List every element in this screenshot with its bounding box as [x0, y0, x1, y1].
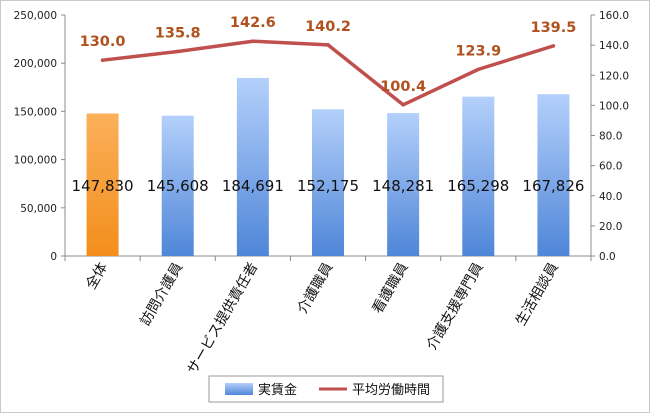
y-right-tick-label: 20.0 — [599, 221, 622, 233]
bar — [462, 96, 495, 256]
bar-data-label: 167,826 — [522, 177, 584, 195]
y-right-tick-label: 140.0 — [599, 40, 629, 52]
line-point — [476, 67, 481, 72]
line-data-label: 123.9 — [455, 43, 501, 59]
bar — [161, 115, 194, 257]
legend: 実賃金 平均労働時間 — [208, 375, 444, 403]
bar-data-label: 152,175 — [297, 177, 359, 195]
y-right-tick-label: 120.0 — [599, 70, 629, 82]
bar-data-label: 145,608 — [147, 177, 209, 195]
y-left-tick-label: 0 — [50, 251, 57, 263]
line-data-label: 142.6 — [230, 15, 276, 31]
line-point — [326, 43, 330, 47]
bar-labels-layer: 147,830 145,608 184,691 152,175 148,281 165,2… — [72, 177, 585, 195]
y-left-tick-label: 100,000 — [14, 155, 57, 167]
y-left-tick-label: 150,000 — [14, 106, 57, 118]
line-point — [251, 39, 255, 44]
legend-bar-swatch — [225, 383, 253, 395]
line-data-label: 135.8 — [155, 25, 201, 41]
y-right-tick-label: 40.0 — [599, 191, 622, 203]
y-right-tick-label: 160.0 — [599, 10, 629, 22]
bar-data-label: 165,298 — [447, 177, 509, 195]
line-layer — [100, 39, 556, 107]
line-data-label: 140.2 — [305, 19, 351, 35]
x-tick-label: 訪問介護員 — [137, 260, 186, 329]
bar-data-label: 147,830 — [72, 177, 134, 195]
y-left-tick-label: 200,000 — [14, 58, 57, 70]
bar — [387, 113, 420, 256]
line-data-label: 130.0 — [80, 34, 126, 50]
axes-layer: 0 50,000 100,000 150,000 200,000 250,000 0.0 20… — [14, 10, 629, 263]
x-tick-label: 看護職員 — [370, 260, 412, 316]
y-left-tick-label: 250,000 — [14, 10, 57, 22]
bar-data-label: 184,691 — [222, 177, 284, 195]
line-data-label: 100.4 — [380, 79, 426, 95]
line-point — [100, 58, 105, 62]
y-right-tick-label: 60.0 — [599, 161, 622, 173]
bar — [312, 109, 344, 256]
y-left-tick-label: 50,000 — [20, 203, 57, 215]
x-tick-label: 全体 — [82, 260, 111, 293]
line-point — [401, 102, 405, 107]
bar — [236, 77, 269, 256]
bar — [537, 94, 570, 257]
line-point — [175, 49, 180, 54]
line-point — [551, 44, 556, 48]
legend-bar-label: 実賃金 — [258, 382, 297, 398]
y-right-tick-label: 0.0 — [599, 251, 616, 263]
line-labels-layer: 130.0 135.8 142.6 140.2 100.4 123.9 139.5 — [80, 15, 577, 95]
y-right-tick-label: 80.0 — [599, 131, 622, 143]
bar-data-label: 148,281 — [372, 177, 434, 195]
x-tick-label: 介護支援専門員 — [424, 260, 487, 353]
bars-layer — [86, 77, 570, 257]
x-tick-label: 介護職員 — [295, 260, 337, 316]
line-data-label: 139.5 — [530, 20, 576, 36]
legend-line-label: 平均労働時間 — [352, 383, 430, 398]
bar — [86, 113, 119, 256]
y-right-tick-label: 100.0 — [599, 100, 629, 112]
x-tick-label: 生活相談員 — [513, 260, 562, 329]
x-tick-label: サービス提供責任者 — [184, 260, 261, 377]
